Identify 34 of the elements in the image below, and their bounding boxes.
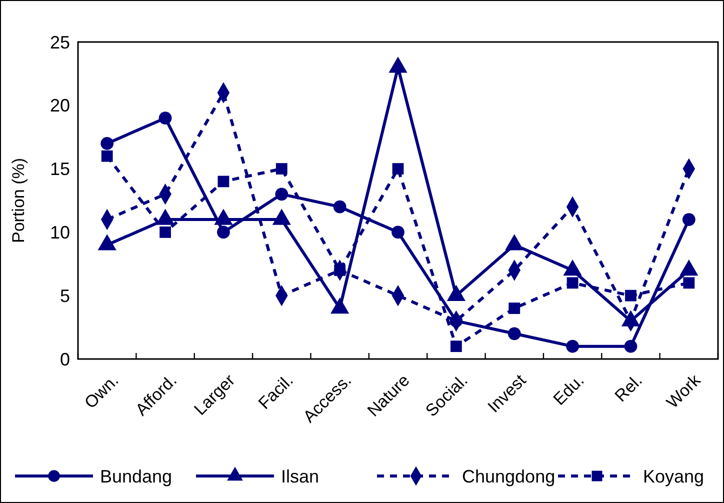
point (450, 340, 462, 352)
y-tick-label: 25 (50, 32, 70, 52)
point (217, 226, 230, 239)
y-tick-label: 5 (60, 286, 70, 306)
point (333, 200, 346, 214)
point (276, 163, 288, 174)
legend-label: Ilsan (281, 466, 320, 486)
x-tick-label: Own. (80, 370, 122, 412)
y-axis-title: Portion (%) (9, 158, 28, 244)
point (683, 277, 695, 289)
x-tick-label: Edu. (550, 370, 588, 409)
point (682, 213, 696, 226)
point (625, 290, 636, 302)
y-tick-label: 20 (50, 96, 70, 116)
point (392, 226, 404, 239)
point (624, 340, 638, 353)
point (508, 302, 520, 314)
point (100, 137, 114, 150)
y-tick-label: 10 (50, 222, 70, 242)
point (275, 188, 288, 201)
point (158, 112, 172, 124)
point (566, 340, 579, 353)
x-tick-label: Rel. (611, 370, 646, 406)
y-tick-label: 0 (60, 349, 70, 370)
point (160, 226, 171, 238)
legend-label: Bundang (100, 466, 172, 486)
y-tick-label: 15 (50, 159, 70, 180)
legend-label: Chungdong (462, 466, 556, 486)
point (101, 150, 113, 162)
legend-label: Koyang (643, 466, 704, 486)
point (566, 277, 578, 289)
point (218, 176, 230, 188)
point (392, 163, 404, 174)
point (508, 327, 521, 340)
